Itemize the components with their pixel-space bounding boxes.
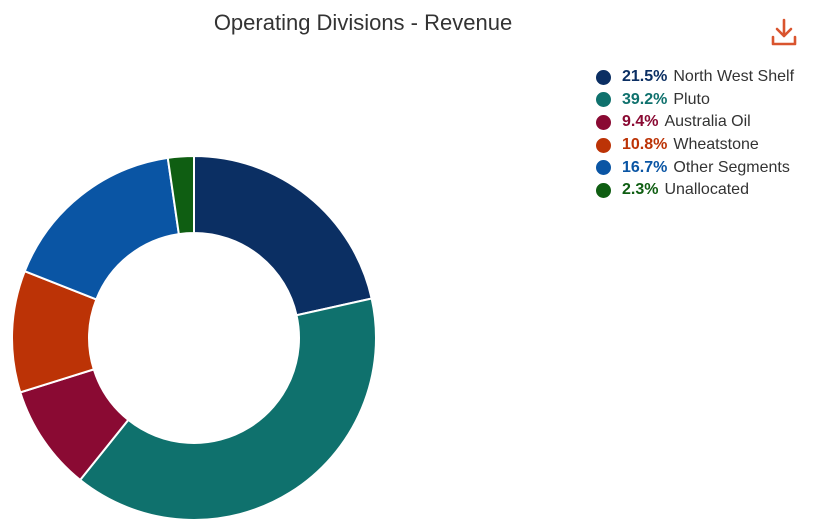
donut-slice-unallocated[interactable] <box>166 154 195 236</box>
legend-marker <box>596 92 611 108</box>
legend-label: Unallocated <box>664 181 749 199</box>
chart-legend: 21.5% North West Shelf 39.2% Pluto 9.4% Austr… <box>596 66 794 202</box>
legend-label: Other Segments <box>673 158 790 176</box>
legend-item-australia-oil[interactable]: 9.4% Australia Oil <box>596 111 794 134</box>
legend-percent: 10.8% <box>622 136 668 154</box>
legend-label: Pluto <box>673 90 710 108</box>
legend-marker <box>596 69 611 85</box>
legend-percent: 2.3% <box>622 181 659 199</box>
legend-item-unallocated[interactable]: 2.3% Unallocated <box>596 179 794 202</box>
legend-label: Wheatstone <box>673 136 759 154</box>
legend-marker <box>596 182 611 198</box>
chart-title: Operating Divisions - Revenue <box>213 10 513 35</box>
legend-percent: 39.2% <box>622 90 668 108</box>
legend-item-other-segments[interactable]: 16.7% Other Segments <box>596 156 794 179</box>
legend-percent: 9.4% <box>622 113 659 131</box>
donut-slice-other-segments[interactable] <box>23 156 180 301</box>
legend-percent: 21.5% <box>622 68 668 86</box>
legend-item-pluto[interactable]: 39.2% Pluto <box>596 89 794 112</box>
donut-slice-north-west-shelf[interactable] <box>193 154 373 317</box>
legend-label: Australia Oil <box>664 113 751 131</box>
legend-item-north-west-shelf[interactable]: 21.5% North West Shelf <box>596 66 794 89</box>
donut-chart <box>11 154 377 521</box>
download-button[interactable] <box>764 12 804 52</box>
legend-percent: 16.7% <box>622 158 668 176</box>
legend-label: North West Shelf <box>673 68 795 86</box>
donut-slice-pluto[interactable] <box>78 297 377 521</box>
legend-marker <box>596 114 611 130</box>
legend-item-wheatstone[interactable]: 10.8% Wheatstone <box>596 134 794 157</box>
legend-marker <box>596 160 611 176</box>
legend-marker <box>596 137 611 153</box>
download-icon <box>771 18 797 46</box>
